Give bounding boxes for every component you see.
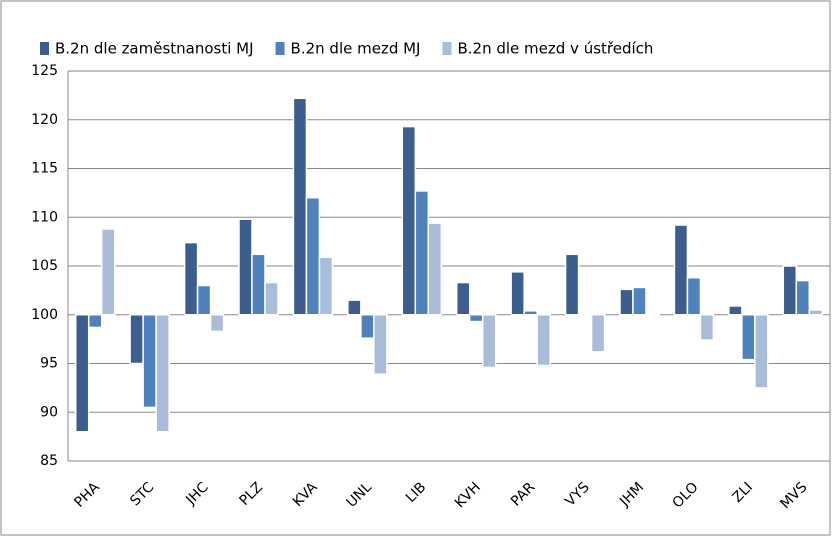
y-tick-label: 110 bbox=[31, 209, 58, 225]
y-tick-label: 115 bbox=[31, 161, 58, 177]
bar bbox=[741, 314, 756, 361]
y-tick-label: 85 bbox=[40, 453, 58, 469]
y-tick-label: 95 bbox=[40, 356, 58, 372]
bar bbox=[347, 299, 362, 316]
bar bbox=[808, 309, 824, 316]
bar bbox=[782, 265, 798, 316]
bar bbox=[238, 218, 253, 316]
bar bbox=[673, 224, 689, 316]
bar bbox=[401, 125, 417, 316]
bar bbox=[318, 256, 334, 316]
bar bbox=[510, 271, 525, 316]
bar bbox=[251, 253, 266, 316]
bar bbox=[360, 314, 375, 339]
bar bbox=[699, 314, 715, 341]
bar bbox=[577, 314, 593, 316]
bar bbox=[264, 281, 279, 316]
y-tick-label: 100 bbox=[31, 307, 58, 323]
bar bbox=[645, 314, 660, 316]
bar bbox=[292, 97, 308, 316]
legend-text: B.2n dle mezd v ústředích bbox=[457, 40, 653, 58]
bar bbox=[74, 314, 90, 433]
legend-text: B.2n dle zaměstnanosti MJ bbox=[55, 40, 254, 58]
bar bbox=[209, 314, 225, 333]
bar bbox=[196, 284, 212, 316]
bar bbox=[183, 241, 199, 316]
legend-swatch bbox=[275, 42, 285, 55]
bar bbox=[632, 286, 647, 316]
bar bbox=[455, 281, 471, 316]
legend-swatch bbox=[40, 42, 49, 55]
bar bbox=[481, 314, 497, 369]
y-tick-label: 90 bbox=[40, 404, 58, 420]
bar bbox=[414, 190, 430, 316]
bar bbox=[100, 228, 116, 316]
y-tick-label: 120 bbox=[31, 112, 58, 128]
bar bbox=[142, 314, 157, 409]
y-tick-label: 125 bbox=[31, 63, 58, 79]
bar bbox=[373, 314, 388, 375]
bar bbox=[795, 279, 811, 316]
bar bbox=[523, 310, 538, 316]
bar bbox=[468, 314, 484, 323]
bar bbox=[536, 314, 551, 367]
bar bbox=[305, 197, 321, 316]
bar bbox=[155, 314, 170, 433]
bar bbox=[87, 314, 103, 329]
bar bbox=[619, 288, 634, 316]
bar bbox=[686, 276, 702, 316]
legend-text: B.2n dle mezd MJ bbox=[291, 40, 421, 58]
bar bbox=[728, 305, 743, 316]
bar bbox=[564, 253, 580, 316]
bar bbox=[427, 222, 443, 316]
y-tick-label: 105 bbox=[31, 258, 58, 274]
bar bbox=[590, 314, 606, 353]
legend-swatch bbox=[442, 42, 452, 55]
bar bbox=[754, 314, 769, 389]
bar bbox=[129, 314, 144, 365]
